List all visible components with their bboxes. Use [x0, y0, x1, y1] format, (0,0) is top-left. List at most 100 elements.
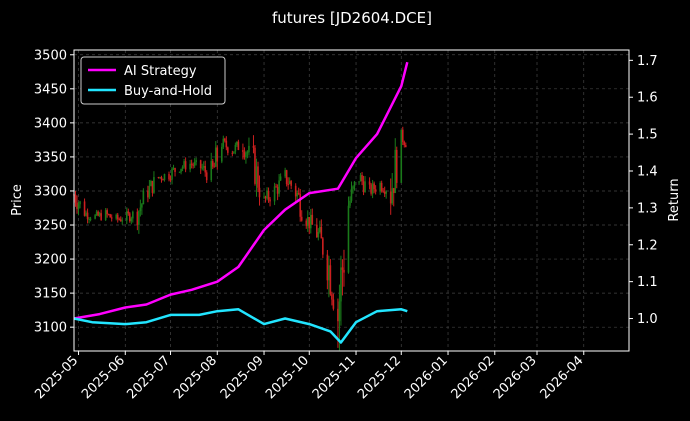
series-line-ai-strategy: [73, 61, 409, 320]
price-candle-body: [216, 147, 219, 162]
price-candle-body: [153, 177, 155, 193]
price-candle-body: [278, 180, 280, 194]
price-candle-body: [332, 299, 335, 309]
price-candle-body: [246, 152, 249, 154]
price-candle-body: [174, 168, 176, 172]
plot-frame: [73, 49, 630, 352]
price-candle-body: [266, 190, 268, 199]
price-candle-body: [392, 188, 395, 193]
chart-title: futures [JD2604.DCE]: [272, 9, 432, 27]
price-candle-body: [275, 186, 277, 188]
price-candle-body: [178, 171, 181, 173]
left-axis-ticks: 3100 3150 3200 3250 3300 3350 3400 3450 3500: [34, 48, 74, 336]
y-tick-left-label: 3500: [34, 48, 67, 63]
price-candle-body: [95, 211, 98, 216]
price-candle-body: [350, 188, 353, 201]
price-candle-body: [104, 210, 107, 220]
price-candle-body: [88, 218, 90, 220]
price-candle-body: [296, 192, 299, 197]
price-candle-body: [237, 141, 240, 150]
price-candle-body: [361, 175, 363, 182]
price-candle-body: [77, 204, 80, 209]
price-candle-body: [109, 214, 111, 218]
price-candle-body: [320, 226, 323, 239]
price-candle-body: [234, 144, 237, 152]
price-candle-body: [193, 161, 196, 166]
price-candles: [73, 126, 407, 351]
price-candle-body: [148, 186, 151, 198]
price-candle-body: [319, 226, 321, 233]
price-candle-body: [338, 301, 341, 322]
price-candle-body: [79, 201, 81, 205]
price-candle-body: [403, 141, 406, 146]
price-candle-body: [86, 212, 89, 220]
price-candle-body: [279, 176, 282, 181]
price-candle-body: [180, 168, 182, 172]
price-candle-body: [264, 196, 267, 199]
right-axis-ticks: 1.0 1.1 1.2 1.3 1.4 1.5 1.6 1.7: [629, 54, 658, 327]
price-candle-body: [110, 217, 113, 219]
price-candle-body: [305, 220, 308, 226]
price-candle-body: [309, 214, 312, 229]
y-tick-left-label: 3200: [34, 253, 67, 268]
y-tick-right-label: 1.4: [637, 164, 658, 179]
price-candle-body: [273, 186, 276, 202]
price-candle-body: [83, 201, 86, 216]
price-candle-body: [297, 192, 300, 195]
price-candle-body: [299, 194, 302, 217]
price-candle-body: [306, 216, 309, 226]
price-candle-body: [106, 210, 108, 215]
price-candle-body: [242, 149, 244, 153]
y-axis-label-left: Price: [10, 184, 25, 216]
price-candle-body: [328, 265, 330, 281]
price-candle-body: [130, 218, 133, 222]
price-candle-body: [329, 265, 332, 295]
price-candle-body: [118, 219, 121, 221]
price-candle-body: [371, 183, 374, 194]
legend-label-ai-strategy: AI Strategy: [124, 64, 197, 79]
price-candle-body: [254, 147, 256, 184]
price-candle-body: [202, 166, 205, 168]
price-candle-body: [222, 138, 225, 147]
price-candle-body: [400, 129, 403, 183]
price-candle-body: [349, 200, 351, 206]
price-candle-body: [94, 215, 96, 219]
price-candle-body: [98, 213, 101, 216]
price-candle-body: [85, 212, 87, 216]
y-tick-right-label: 1.7: [637, 54, 658, 69]
price-candle-body: [224, 138, 226, 141]
y-tick-left-label: 3350: [34, 150, 67, 165]
price-candle-body: [115, 214, 118, 219]
price-candle-body: [157, 177, 160, 179]
y-tick-right-label: 1.6: [637, 91, 658, 106]
price-candle-body: [359, 175, 362, 182]
price-candle-body: [368, 181, 371, 185]
price-candle-body: [331, 294, 333, 300]
legend: AI Strategy Buy-and-Hold: [80, 56, 226, 105]
price-candle-body: [362, 181, 365, 193]
price-candle-body: [311, 214, 314, 225]
price-candle-body: [373, 183, 375, 190]
price-candle-body: [353, 181, 356, 187]
price-candle-body: [162, 179, 164, 181]
price-candle-body: [374, 189, 377, 192]
price-candle-body: [160, 176, 163, 180]
y-tick-right-label: 1.2: [637, 238, 658, 253]
price-candle-body: [172, 168, 175, 170]
price-candle-body: [138, 211, 140, 225]
price-candle-body: [243, 152, 246, 158]
price-candle-body: [401, 129, 404, 142]
price-candle-body: [199, 160, 202, 169]
price-candle-body: [358, 181, 360, 183]
price-candle-body: [190, 163, 193, 165]
return-lines: [73, 61, 409, 344]
price-candle-body: [255, 166, 258, 184]
price-candle-body: [141, 204, 143, 208]
y-tick-left-label: 3100: [34, 321, 67, 336]
price-candle-body: [100, 213, 102, 220]
y-tick-right-label: 1.0: [637, 312, 658, 327]
price-candle-body: [245, 152, 247, 158]
price-candle-body: [258, 187, 261, 198]
y-tick-left-label: 3400: [34, 116, 67, 131]
price-candle-body: [287, 184, 289, 186]
